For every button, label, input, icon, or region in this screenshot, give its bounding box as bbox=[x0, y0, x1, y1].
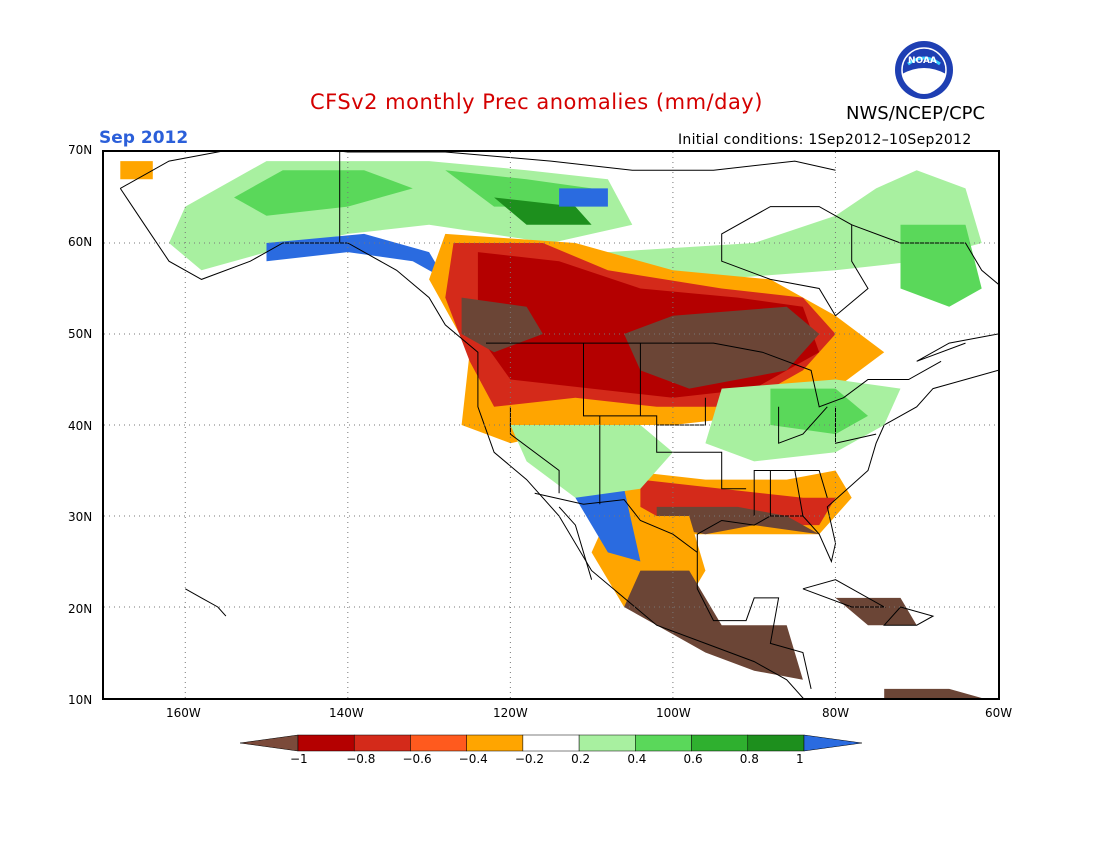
noaa-logo-text: NOAA bbox=[908, 56, 937, 66]
lon-tick-label: 160W bbox=[166, 706, 201, 720]
coastline bbox=[558, 506, 593, 580]
coastline bbox=[120, 152, 836, 189]
anomaly-dark-green bbox=[494, 197, 592, 225]
lon-tick-label: 100W bbox=[656, 706, 691, 720]
border-line bbox=[534, 492, 698, 553]
anomaly-green bbox=[234, 170, 413, 216]
coastline bbox=[851, 224, 998, 362]
colorbar-tick-label: −1 bbox=[290, 752, 308, 766]
colorbar-swatch bbox=[747, 734, 805, 752]
noaa-logo-icon: NOAA bbox=[894, 40, 954, 100]
map-title: CFSv2 monthly Prec anomalies (mm/day) bbox=[310, 90, 763, 114]
map-canvas bbox=[104, 152, 998, 698]
anomaly-green bbox=[445, 170, 592, 207]
coastline bbox=[696, 552, 812, 690]
colorbar-tick-label: −0.6 bbox=[402, 752, 432, 766]
anomaly-map bbox=[102, 150, 1000, 700]
anomaly-brown bbox=[624, 570, 803, 680]
border-line bbox=[486, 342, 942, 408]
anomaly-fills bbox=[120, 161, 982, 698]
colorbar-swatch bbox=[578, 734, 636, 752]
colorbar-tick-label: 0.6 bbox=[683, 752, 703, 766]
initial-conditions: Initial conditions: 1Sep2012–10Sep2012 bbox=[678, 132, 972, 148]
lon-tick-label: 80W bbox=[822, 706, 850, 720]
coastline bbox=[185, 588, 227, 617]
border-line bbox=[769, 470, 804, 517]
colorbar-swatch bbox=[297, 734, 355, 752]
colorbar-low-arrow bbox=[239, 734, 299, 752]
lat-tick-label: 30N bbox=[68, 510, 93, 524]
lon-tick-label: 140W bbox=[329, 706, 364, 720]
colorbar-tick-label: 0.8 bbox=[739, 752, 759, 766]
colorbar-tick-label: 1 bbox=[796, 752, 804, 766]
anomaly-light-green bbox=[607, 170, 982, 280]
colorbar-swatch bbox=[410, 734, 467, 752]
lon-tick-label: 60W bbox=[985, 706, 1013, 720]
coastline bbox=[696, 369, 998, 564]
colorbar-swatch bbox=[466, 734, 524, 752]
border-line bbox=[509, 406, 560, 494]
colorbar-tick-label: −0.2 bbox=[514, 752, 545, 766]
lat-tick-label: 40N bbox=[68, 419, 93, 433]
colorbar bbox=[239, 733, 863, 753]
lat-tick-label: 20N bbox=[68, 602, 93, 616]
lat-tick-label: 60N bbox=[68, 235, 93, 249]
border-line bbox=[656, 397, 706, 426]
anomaly-orange bbox=[120, 161, 153, 180]
colorbar-swatch bbox=[353, 734, 411, 752]
anomaly-brown bbox=[461, 297, 543, 353]
lat-tick-label: 10N bbox=[68, 693, 93, 707]
border-line bbox=[583, 343, 747, 490]
border-line bbox=[778, 406, 828, 444]
colorbar-tick-label: −0.4 bbox=[458, 752, 488, 766]
anomaly-brown bbox=[656, 506, 820, 535]
border-line bbox=[835, 406, 877, 444]
anomaly-brown bbox=[884, 688, 982, 698]
agency-label: NWS/NCEP/CPC bbox=[846, 103, 986, 124]
lon-tick-label: 120W bbox=[493, 706, 528, 720]
colorbar-swatch bbox=[691, 734, 749, 752]
anomaly-blue bbox=[266, 233, 446, 280]
month-label: Sep 2012 bbox=[99, 128, 189, 148]
lat-tick-label: 70N bbox=[68, 143, 93, 157]
anomaly-green bbox=[900, 224, 982, 307]
colorbar-swatch bbox=[522, 734, 580, 752]
graticule bbox=[104, 152, 998, 698]
colorbar-tick-label: 0.4 bbox=[627, 752, 647, 766]
colorbar-high-arrow bbox=[803, 734, 863, 752]
coastline bbox=[883, 606, 935, 626]
colorbar-tick-label: −0.8 bbox=[346, 752, 376, 766]
anomaly-light-green bbox=[510, 425, 673, 498]
anomaly-brown bbox=[835, 597, 917, 626]
colorbar-swatch bbox=[635, 734, 692, 752]
colorbar-tick-label: 0.2 bbox=[571, 752, 591, 766]
coastlines bbox=[119, 152, 998, 698]
lat-tick-label: 50N bbox=[68, 327, 93, 341]
coastline bbox=[119, 188, 804, 698]
anomaly-blue bbox=[559, 188, 608, 207]
coastline bbox=[721, 206, 869, 317]
colorbar-svg bbox=[239, 734, 863, 752]
anomaly-green bbox=[770, 388, 868, 435]
